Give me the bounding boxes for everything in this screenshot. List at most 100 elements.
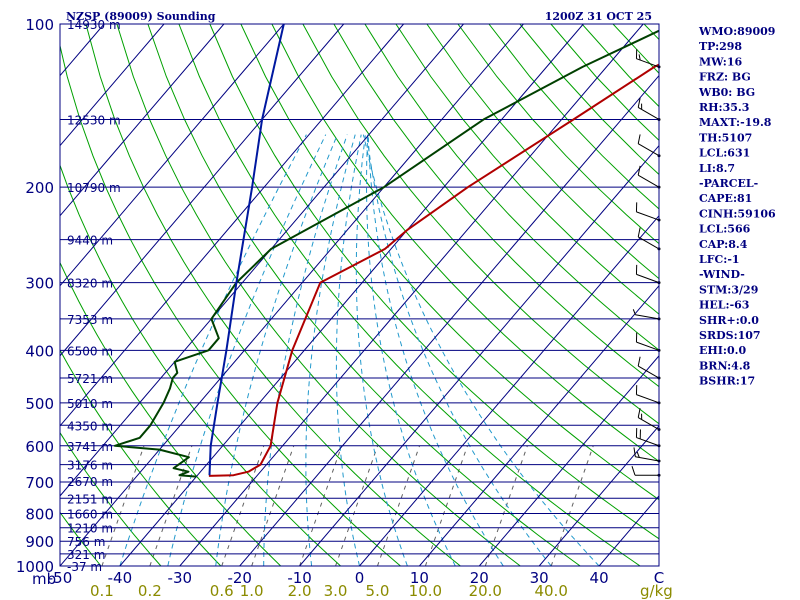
stat-line: RH:35.3 — [699, 101, 749, 114]
isotherm-line — [60, 24, 345, 357]
isotherm-line — [119, 24, 584, 566]
isotherm-line — [60, 24, 225, 217]
height-label: 12530 m — [67, 113, 121, 127]
temperature-tick-label: C — [654, 569, 664, 587]
height-label: 6500 m — [67, 344, 113, 358]
mixing-ratio-label: 0.2 — [138, 582, 162, 600]
isotherm-line — [60, 24, 524, 566]
stat-line: SRDS:107 — [699, 329, 761, 342]
stat-line: MW:16 — [699, 55, 742, 68]
moist-adiabat-line — [366, 134, 552, 566]
dewpoint-profile — [113, 29, 659, 478]
moist-adiabat-line — [335, 134, 362, 566]
mixing-ratio-label: 10.0 — [409, 582, 442, 600]
isotherm-line — [60, 24, 464, 497]
stat-line: LCL:631 — [699, 147, 750, 160]
temperature-tick-label: 0 — [355, 569, 365, 587]
parcel-path — [208, 24, 285, 476]
height-label: 5010 m — [67, 397, 113, 411]
mixing-ratio-line — [550, 445, 594, 566]
pressure-tick-label: 400 — [25, 342, 54, 360]
stat-line: BRN:4.8 — [699, 359, 751, 372]
stat-line: LFC:-1 — [699, 253, 740, 266]
mixing-ratio-label: 2.0 — [288, 582, 312, 600]
isotherm-line — [60, 24, 285, 287]
stat-line: CINH:59106 — [699, 207, 776, 220]
temperature-tick-label: -50 — [48, 569, 73, 587]
stat-line: TP:298 — [699, 40, 742, 53]
stat-line: WB0: BG — [698, 86, 755, 99]
isotherm-line — [60, 24, 404, 427]
height-label: 2151 m — [67, 492, 113, 506]
moist-adiabat-line — [119, 134, 307, 566]
mixing-ratio-line — [221, 445, 265, 566]
mixing-ratio-line — [335, 445, 379, 566]
isotherm-line — [538, 425, 659, 566]
stat-line: BSHR:17 — [699, 375, 755, 388]
temperature-tick-label: 40 — [590, 569, 609, 587]
height-label: 3741 m — [67, 440, 113, 454]
isotherm-line — [60, 24, 165, 147]
stat-line: -PARCEL- — [699, 177, 758, 190]
height-label: 1660 m — [67, 507, 113, 521]
stat-line: EHI:0.0 — [699, 344, 746, 357]
height-label: 8320 m — [67, 277, 113, 291]
isobars — [60, 24, 659, 566]
mixing-ratio-line — [424, 445, 468, 566]
dry-adiabat-line — [768, 24, 800, 566]
mixing-ratio-label: 40.0 — [534, 582, 567, 600]
mixing-ratio-label: 0.1 — [90, 582, 114, 600]
temperature-tick-label: -40 — [108, 569, 133, 587]
wind-barb — [637, 134, 661, 158]
height-label: 321 m — [67, 548, 105, 562]
mixing-ratio-line — [101, 445, 145, 566]
isotherm-line — [478, 355, 659, 566]
wind-barbs — [631, 49, 661, 477]
pressure-tick-label: 500 — [25, 395, 54, 413]
stat-line: FRZ: BG — [699, 71, 751, 84]
stat-line: TH:5107 — [699, 131, 752, 144]
mixing-ratio-label: 0.6 — [210, 582, 234, 600]
pressure-tick-label: 1000 — [16, 558, 54, 576]
wind-barb — [633, 447, 661, 463]
height-label: 3176 m — [67, 459, 113, 473]
height-label: 756 m — [67, 535, 105, 549]
stat-line: LI:8.7 — [699, 162, 735, 175]
stat-line: LCL:566 — [699, 223, 751, 236]
mixing-ratio-line — [251, 445, 295, 566]
isotherm-line — [419, 284, 659, 566]
temperature-tick-label: -20 — [227, 569, 252, 587]
mixing-ratio-label: 3.0 — [324, 582, 348, 600]
isotherm-line — [179, 24, 644, 566]
stat-line: CAPE:81 — [699, 192, 752, 205]
temperature-profile — [208, 63, 659, 477]
stat-line: -WIND- — [699, 268, 745, 281]
wind-barb — [637, 165, 661, 189]
temperature-tick-label: -10 — [287, 569, 312, 587]
temperature-tick-label: -30 — [168, 569, 193, 587]
mixing-ratio-axis: 0.1 0.2 0.6 1.0 2.0 3.0 5.0 10.0 20.0 40.0 — [90, 582, 568, 600]
height-label: 4350 m — [67, 419, 113, 433]
mixing-ratio-line — [484, 445, 528, 566]
isotherm-line — [239, 74, 659, 566]
pressure-tick-label: 100 — [25, 16, 54, 34]
wind-barb — [635, 264, 661, 285]
stat-line: STM:3/29 — [699, 283, 758, 296]
isotherm-line — [299, 144, 659, 566]
height-labels: 14930 m 12530 m 10790 m 9440 m 8320 m 7353 m 6… — [67, 18, 121, 574]
temperature-tick-label: 10 — [410, 569, 429, 587]
wind-barb — [637, 227, 661, 251]
wind-barb — [635, 332, 661, 352]
mixing-ratio-line — [299, 445, 343, 566]
mixing-ratio-label: 20.0 — [469, 582, 502, 600]
plot-area — [60, 24, 659, 566]
wind-barb — [635, 49, 661, 69]
temperature-tick-label: 20 — [470, 569, 489, 587]
chart-time: 1200Z 31 OCT 25 — [545, 10, 652, 23]
stat-line: WMO:89009 — [698, 25, 775, 38]
stat-line: MAXT:-19.8 — [699, 116, 772, 129]
temperature-tick-label: 30 — [530, 569, 549, 587]
pressure-tick-label: 300 — [25, 275, 54, 293]
stats-panel: WMO:89009 TP:298 MW:16 FRZ: BG WB0: BG RH:35.… — [698, 25, 776, 388]
